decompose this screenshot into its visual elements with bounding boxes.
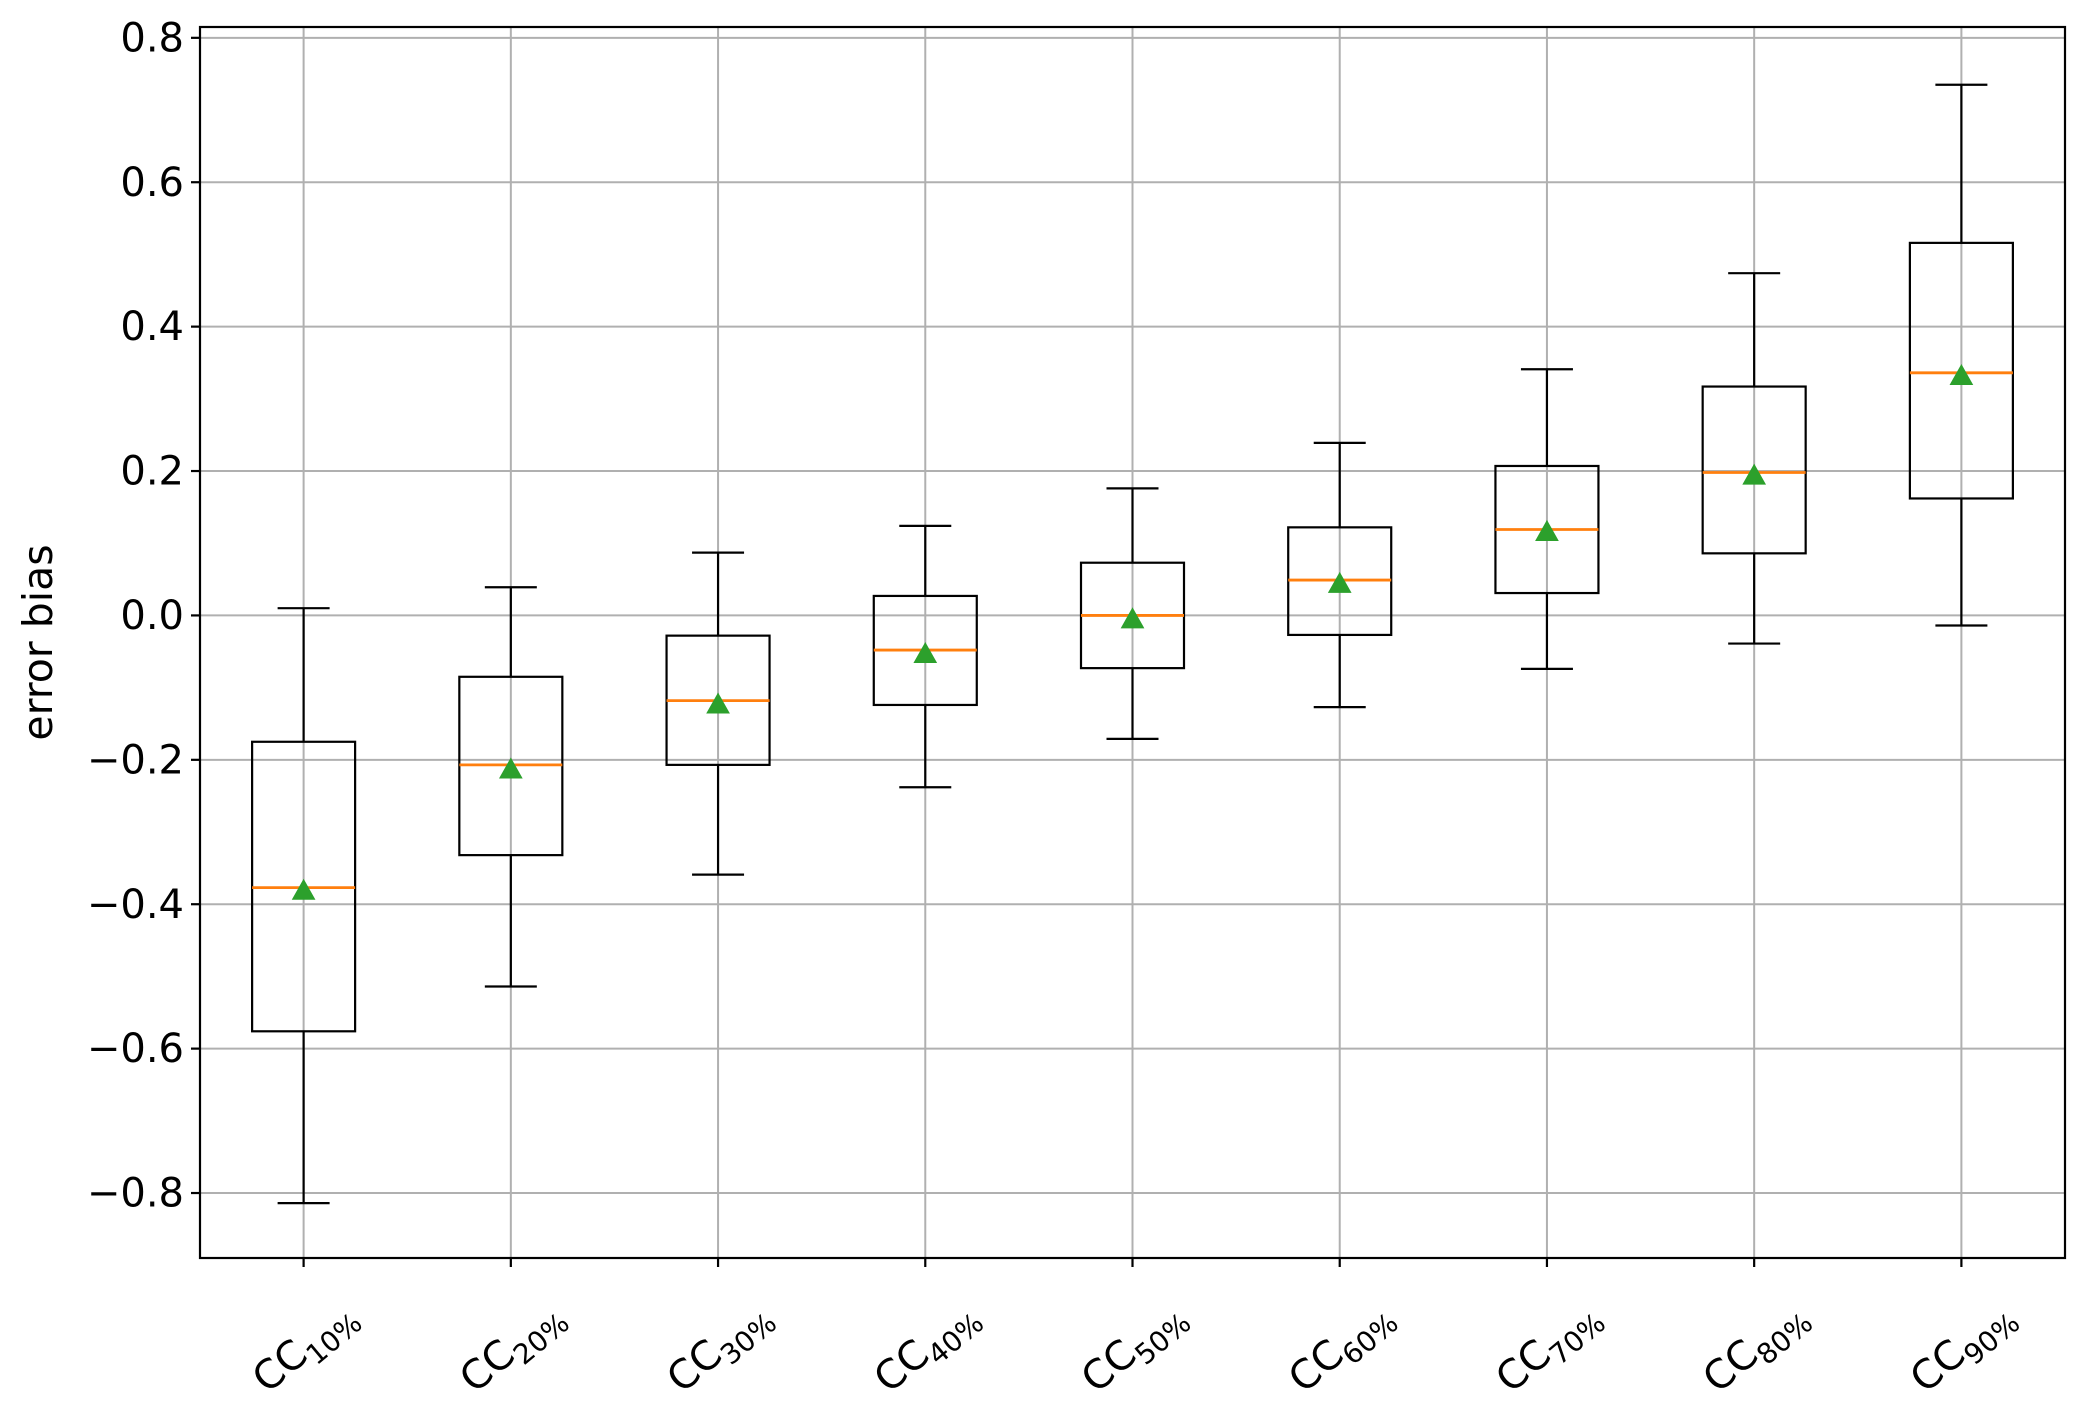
box-group-cc70% <box>1494 368 1600 670</box>
y-tick-label: −0.2 <box>87 737 184 783</box>
box-group-cc80% <box>1701 272 1807 645</box>
iqr-box <box>1908 241 2014 500</box>
x-tick-label-group: CC10% <box>244 1291 369 1408</box>
x-tick-label: CC20% <box>451 1291 576 1408</box>
box-group-cc60% <box>1287 441 1393 709</box>
x-tick-label: CC60% <box>1280 1291 1405 1408</box>
y-tick-label: 0.4 <box>120 304 184 350</box>
y-tick-label: −0.8 <box>87 1171 184 1217</box>
tick-label-layer: 0.8 0.6 0.4 0.2 0.0 −0.2 −0.4 −0.6 −0.8 CC10% CC20… <box>87 15 2027 1408</box>
box-group-cc10% <box>251 607 357 1205</box>
box-group-cc90% <box>1908 83 2014 627</box>
y-tick-label: 0.6 <box>120 160 184 206</box>
x-tick-label: CC50% <box>1073 1291 1198 1408</box>
y-tick-label: 0.2 <box>120 449 184 495</box>
x-tick-label-group: CC40% <box>866 1291 991 1408</box>
x-tick-label: CC10% <box>244 1291 369 1408</box>
box-group-cc20% <box>458 586 564 988</box>
y-tick-label: 0.0 <box>120 593 184 639</box>
iqr-box <box>1701 385 1807 555</box>
x-tick-label-group: CC30% <box>658 1291 783 1408</box>
mean-marker <box>498 757 523 779</box>
x-tick-label-group: CC90% <box>1902 1291 2027 1408</box>
x-tick-label-group: CC60% <box>1280 1291 1405 1408</box>
mean-marker <box>913 641 938 663</box>
box-group-cc40% <box>872 524 978 789</box>
axes-layer <box>191 25 2067 1267</box>
mean-marker <box>1327 571 1352 593</box>
mean-marker <box>1535 519 1559 541</box>
box-layer <box>251 83 2014 1205</box>
box-group-cc50% <box>1079 487 1186 740</box>
box-group-cc30% <box>665 551 771 876</box>
y-axis-title: error bias <box>14 544 62 740</box>
x-tick-label: CC90% <box>1902 1291 2027 1408</box>
y-tick-label: −0.4 <box>87 882 184 928</box>
grid-layer <box>200 27 2065 1258</box>
mean-marker <box>1742 463 1767 485</box>
mean-marker <box>291 878 316 900</box>
mean-marker <box>1120 607 1145 629</box>
x-tick-label: CC80% <box>1695 1291 1820 1408</box>
x-tick-label-group: CC70% <box>1487 1291 1612 1408</box>
y-tick-label: 0.8 <box>120 15 184 61</box>
mean-marker <box>1949 363 1974 386</box>
y-tick-label: −0.6 <box>87 1026 184 1072</box>
x-tick-label: CC40% <box>866 1291 991 1408</box>
x-tick-label-group: CC20% <box>451 1291 576 1408</box>
x-tick-label-group: CC50% <box>1073 1291 1198 1408</box>
mean-marker <box>706 692 730 714</box>
x-tick-label: CC70% <box>1487 1291 1612 1408</box>
x-tick-label: CC30% <box>658 1291 783 1408</box>
x-tick-label-group: CC80% <box>1695 1291 1820 1408</box>
